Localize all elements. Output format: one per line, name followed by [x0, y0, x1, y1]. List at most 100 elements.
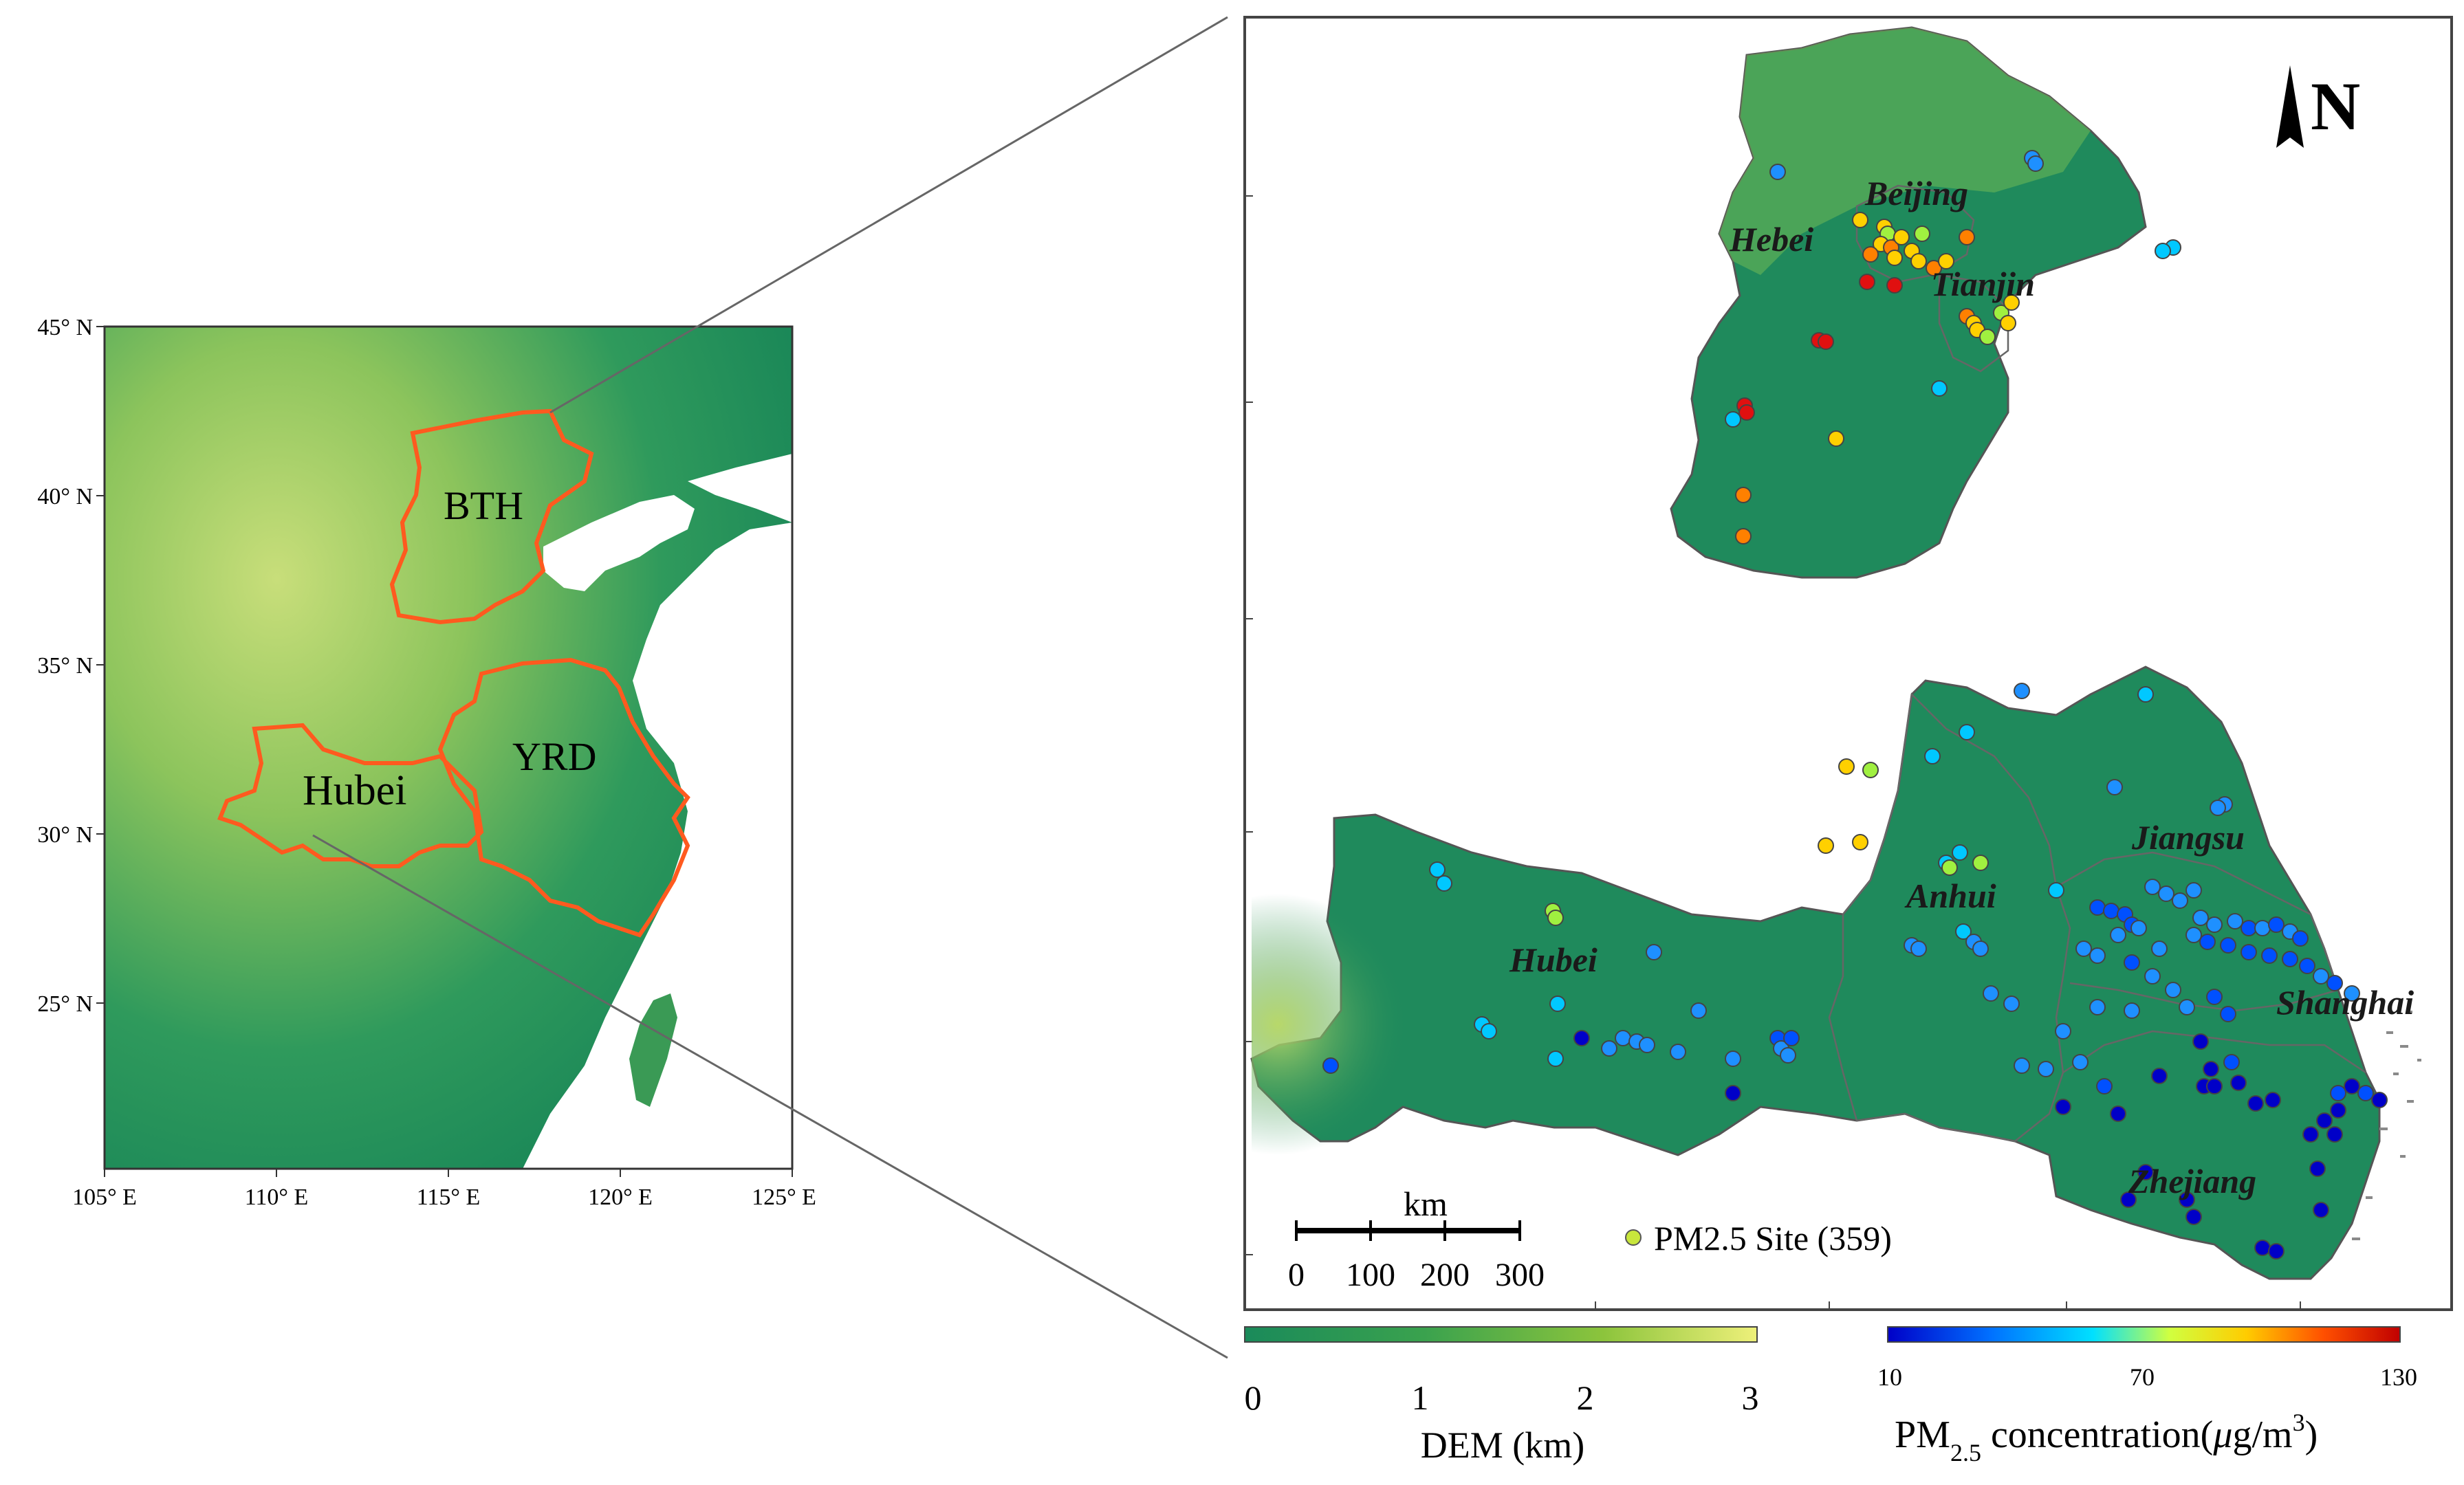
pm25-site-marker: [2089, 899, 2106, 916]
pm25-colorbar-gradient: [1887, 1326, 2401, 1343]
lat-label-35: 35° N: [37, 653, 93, 679]
bth-outline: [389, 408, 594, 625]
pm25-site-marker: [2254, 920, 2271, 936]
latitude-axis: 45° N 40° N 35° N 30° N 25° N: [37, 315, 105, 1017]
pm25-site-marker: [2316, 1112, 2333, 1129]
pm25-site-marker: [1769, 164, 1786, 180]
pm25-site-marker: [2268, 916, 2285, 933]
bth-label: BTH: [444, 483, 523, 528]
anhui-label: Anhui: [1904, 877, 1996, 915]
overview-map: BTH YRD Hubei 45° N 40° N 35° N 30° N 25…: [37, 315, 816, 1210]
pm25-site-marker: [2096, 1078, 2113, 1094]
pm25-site-marker: [2344, 985, 2360, 1002]
pm25-site-marker: [1436, 875, 1452, 892]
pm25-site-marker: [2124, 954, 2140, 971]
pm25-site-marker: [1959, 724, 1975, 740]
pm25-site-marker: [2048, 882, 2064, 899]
pm25-site-marker: [2106, 779, 2123, 795]
pm25-site-marker: [2206, 1078, 2223, 1094]
east-sea: [523, 522, 792, 1169]
pm25-site-marker: [1670, 1044, 1686, 1060]
lon-label-125: 125° E: [752, 1185, 816, 1210]
pm25-site-marker: [2089, 999, 2106, 1015]
pm25-site-marker: [2130, 920, 2147, 936]
korea-gap: [688, 454, 792, 522]
pm25-site-marker: [2137, 686, 2154, 703]
hebei-label: Hebei: [1729, 220, 1813, 258]
pm25-site-marker: [2313, 968, 2329, 984]
pm25-site-marker: [2299, 958, 2315, 974]
pm25-site-marker: [1738, 404, 1755, 421]
scale-unit: km: [1404, 1185, 1448, 1223]
pm25-site-marker: [2292, 930, 2309, 947]
pm25-site-marker: [1615, 1030, 1631, 1046]
pm25-site-marker: [2344, 1078, 2360, 1094]
pm25-site-marker: [1862, 762, 1879, 778]
pm25-site-marker: [2038, 1061, 2054, 1077]
shanghai-label: Shanghai: [2276, 983, 2414, 1022]
north-arrow: N: [2276, 65, 2360, 148]
pm25-site-marker: [1862, 246, 1879, 263]
pm25-site-marker: [1983, 985, 1999, 1002]
hubei-overview-label: Hubei: [303, 767, 407, 814]
pm25-site-marker: [2282, 951, 2298, 967]
pm25-site-marker: [2309, 1160, 2326, 1177]
pm25-site-marker: [2185, 927, 2202, 943]
pm25-site-marker: [1859, 274, 1875, 290]
pm25-site-marker: [1938, 253, 1954, 270]
pm25-site-marker: [2206, 989, 2223, 1005]
hubei-outline: [217, 723, 484, 868]
pm25-site-marker: [2326, 975, 2343, 991]
lon-label-115: 115° E: [417, 1185, 481, 1210]
pm25-site-marker: [1481, 1023, 1497, 1040]
dem-colorbar: 0 1 2 3 DEM (km): [1244, 1326, 1759, 1466]
pm25-site-marker: [2254, 1240, 2271, 1256]
pm25-site-marker: [2151, 940, 2168, 957]
pm25-site-marker: [2210, 800, 2226, 816]
pm25-site-marker: [2120, 1191, 2137, 1208]
pm25-site-marker: [2003, 996, 2020, 1012]
zoom-line-bottom: [312, 834, 1228, 1359]
pm25-site-marker: [1910, 253, 1927, 270]
site-legend-label: PM2.5 Site (359): [1654, 1219, 1892, 1257]
pm25-site-marker: [2192, 1033, 2209, 1050]
pm25-site-marker: [2199, 934, 2216, 950]
pm25-site-marker: [2357, 1085, 2374, 1101]
pm25-site-marker: [2268, 1243, 2285, 1260]
pm25-site-marker: [2003, 294, 2020, 311]
pm25-site-marker: [1886, 250, 1903, 266]
pm25-site-marker: [1838, 758, 1855, 775]
pm25-site-marker: [1972, 855, 1989, 871]
pm25-site-marker: [2110, 1106, 2126, 1122]
pm25-site-marker: [2014, 1057, 2030, 1074]
pm25-site-marker: [1725, 411, 1741, 428]
pm25-site-marker: [1910, 940, 1927, 957]
dem-colorbar-gradient: [1244, 1326, 1758, 1343]
pm25-site-marker: [1952, 844, 1968, 861]
pm25-site-marker: [1573, 1030, 1590, 1046]
pm25-site-marker: [2179, 999, 2195, 1015]
pm25-site-marker: [2014, 683, 2030, 699]
pm25-site-marker: [1690, 1002, 1707, 1019]
beijing-label: Beijing: [1864, 174, 1968, 212]
jiangsu-label: Jiangsu: [2131, 818, 2245, 857]
dem-colorbar-title: DEM (km): [1421, 1424, 1584, 1466]
pm25-site-marker: [1547, 910, 1564, 926]
north-label: N: [2311, 68, 2360, 144]
pm25-site-marker: [2241, 944, 2257, 960]
pm25-site-marker: [2179, 1191, 2195, 1208]
pm25-colorbar: 10 70 130 PM2.5 concentration(μg/m3): [1877, 1326, 2417, 1466]
pm25-site-marker: [2371, 1092, 2388, 1108]
pm25-site-marker: [1886, 277, 1903, 294]
pm25-site-marker: [1828, 430, 1844, 447]
pm25-site-marker: [1322, 1057, 1339, 1074]
pm25-site-marker: [2172, 892, 2188, 909]
pm25-site-marker: [2330, 1085, 2346, 1101]
pm25-site-marker: [1818, 837, 1834, 854]
yrd-outline: [437, 657, 690, 938]
pm25-site-marker: [1735, 528, 1752, 544]
pm25-site-marker: [1639, 1037, 1655, 1053]
pm25-site-marker: [1547, 1050, 1564, 1067]
pm25-site-marker: [1955, 923, 1972, 940]
pm25-sites: [1322, 150, 2388, 1260]
